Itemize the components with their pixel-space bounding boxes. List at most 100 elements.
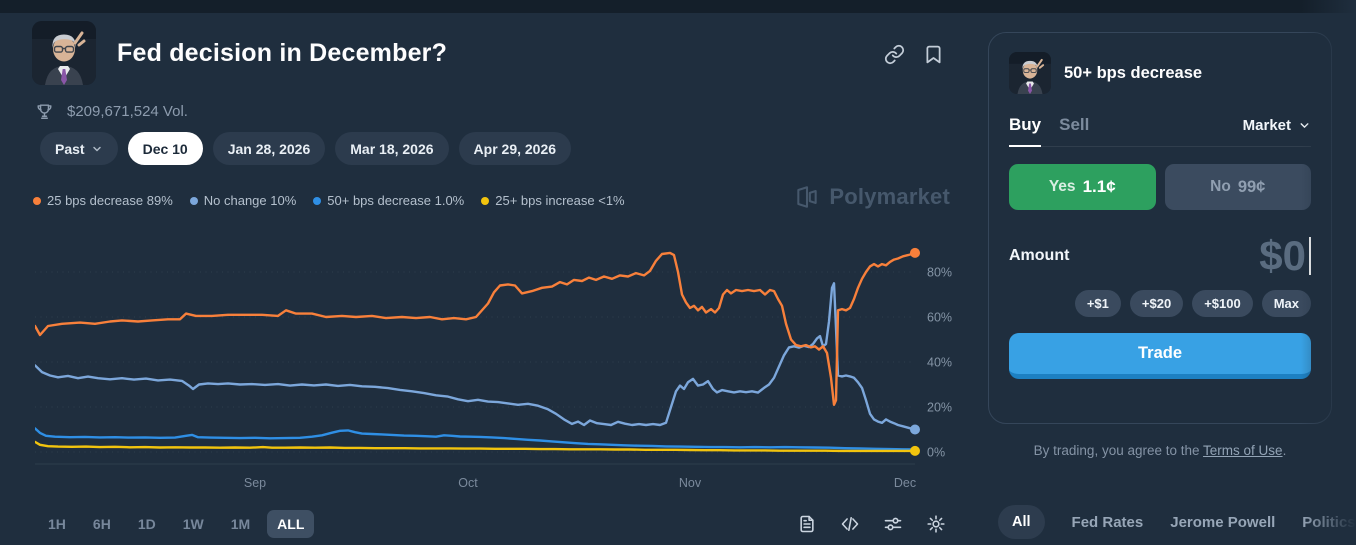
news-doc-icon[interactable] xyxy=(797,514,817,534)
timeframe-1m[interactable]: 1M xyxy=(230,516,251,532)
amount-label: Amount xyxy=(1009,247,1070,264)
y-axis-label: 80% xyxy=(927,266,952,280)
chevron-down-icon xyxy=(1300,122,1309,128)
yes-button-label: Yes xyxy=(1048,178,1076,195)
category-tab-all[interactable]: All xyxy=(998,505,1045,539)
x-axis-label: Dec xyxy=(894,476,916,490)
volume-text: $209,671,524 Vol. xyxy=(67,103,188,120)
quick-amount-20[interactable]: +$20 xyxy=(1129,290,1184,317)
date-tab-jan-28-2026[interactable]: Jan 28, 2026 xyxy=(212,132,326,165)
trade-section: 50+ bps decrease Buy Sell Market Yes 1.1… xyxy=(988,0,1356,545)
category-tab-politics[interactable]: Politics xyxy=(1302,513,1356,531)
sliders-icon[interactable] xyxy=(883,514,903,534)
legend-dot xyxy=(481,196,490,205)
series-end-dot-no-change xyxy=(910,424,920,435)
legend-item: No change 10% xyxy=(189,193,297,208)
trade-card-header: 50+ bps decrease xyxy=(1009,52,1311,94)
y-axis-label: 20% xyxy=(927,401,952,415)
polymarket-watermark: Polymarket xyxy=(794,184,950,210)
terms-note: By trading, you agree to the Terms of Us… xyxy=(988,443,1332,458)
amount-input[interactable]: $0 xyxy=(1259,232,1311,280)
x-axis-label: Nov xyxy=(679,476,702,490)
terms-prefix: By trading, you agree to the xyxy=(1033,443,1204,458)
series-line-25-bps-increase xyxy=(33,440,917,453)
series-line-no-change xyxy=(33,282,917,431)
series-end-dot-25-bps-increase xyxy=(910,445,920,456)
terms-of-use-link[interactable]: Terms of Use xyxy=(1203,443,1283,458)
date-tab-label: Jan 28, 2026 xyxy=(227,140,311,157)
tab-sell[interactable]: Sell xyxy=(1059,115,1090,134)
gear-icon[interactable] xyxy=(926,514,946,534)
embed-code-icon[interactable] xyxy=(840,514,860,534)
category-tabs: All Fed Rates Jerome Powell Politics xyxy=(998,505,1356,539)
timeframe-all[interactable]: ALL xyxy=(267,510,315,538)
date-tabs: Past Dec 10 Jan 28, 2026 Mar 18, 2026 Apr 29… xyxy=(40,132,572,165)
link-icon[interactable] xyxy=(884,44,905,65)
outcome-title: 50+ bps decrease xyxy=(1064,63,1203,82)
jerome-powell-photo xyxy=(32,21,96,85)
bookmark-icon[interactable] xyxy=(923,44,944,65)
window-top-strip xyxy=(0,0,1356,13)
no-button-price: 99¢ xyxy=(1237,177,1266,196)
chart-area[interactable]: 0% 20% 40% 60% 80% Sep Oct Nov Dec xyxy=(33,227,957,500)
quick-amounts: +$1 +$20 +$100 Max xyxy=(1009,290,1311,317)
yes-button[interactable]: Yes 1.1¢ xyxy=(1009,164,1156,210)
trade-card: 50+ bps decrease Buy Sell Market Yes 1.1… xyxy=(988,32,1332,424)
volume-row: $209,671,524 Vol. xyxy=(35,102,188,121)
legend-label: 25 bps decrease 89% xyxy=(47,193,173,208)
y-axis-label: 0% xyxy=(927,446,945,460)
x-axis-label: Oct xyxy=(458,476,478,490)
series-line-25-bps-decrease xyxy=(33,251,917,406)
legend-label: No change 10% xyxy=(203,193,297,208)
timeframe-selector: 1H 6H 1D 1W 1M ALL xyxy=(38,510,315,538)
category-tab-fed-rates[interactable]: Fed Rates xyxy=(1071,513,1144,531)
x-axis-label: Sep xyxy=(244,476,266,490)
no-button-label: No xyxy=(1210,178,1231,195)
date-tab-label: Apr 29, 2026 xyxy=(473,140,557,157)
market-section: Fed decision in December? $209,671,524 V… xyxy=(32,13,956,545)
legend-label: 25+ bps increase <1% xyxy=(495,193,625,208)
y-axis-label: 60% xyxy=(927,311,952,325)
date-tab-apr-29-2026[interactable]: Apr 29, 2026 xyxy=(458,132,572,165)
legend-dot xyxy=(33,196,41,205)
timeframe-1h[interactable]: 1H xyxy=(48,516,66,532)
date-tab-label: Past xyxy=(55,140,85,157)
probability-chart[interactable]: 0% 20% 40% 60% 80% Sep Oct Nov Dec xyxy=(33,227,957,495)
quick-amount-max[interactable]: Max xyxy=(1261,290,1311,317)
legend-item: 25+ bps increase <1% xyxy=(481,193,625,208)
market-header-actions xyxy=(884,44,944,65)
date-tab-past[interactable]: Past xyxy=(40,132,118,165)
yes-button-price: 1.1¢ xyxy=(1082,177,1116,196)
outcome-buttons: Yes 1.1¢ No 99¢ xyxy=(1009,164,1311,210)
market-header: Fed decision in December? xyxy=(32,21,447,85)
legend-item: 25 bps decrease 89% xyxy=(33,193,173,208)
order-type-select[interactable]: Market xyxy=(1243,117,1311,134)
timeframe-6h[interactable]: 6H xyxy=(92,516,111,532)
date-tab-label: Mar 18, 2026 xyxy=(350,140,434,157)
chart-legend: 25 bps decrease 89% No change 10% 50+ bps … xyxy=(33,193,625,208)
polymarket-watermark-text: Polymarket xyxy=(829,184,950,209)
timeframe-1d[interactable]: 1D xyxy=(137,516,156,532)
trophy-icon xyxy=(37,104,52,119)
date-tab-label: Dec 10 xyxy=(142,140,188,157)
category-tab-jerome-powell[interactable]: Jerome Powell xyxy=(1170,513,1276,531)
amount-value-text: $0 xyxy=(1259,232,1306,279)
order-type-value: Market xyxy=(1242,116,1291,134)
date-tab-mar-18-2026[interactable]: Mar 18, 2026 xyxy=(335,132,449,165)
tab-buy[interactable]: Buy xyxy=(1009,115,1042,147)
quick-amount-100[interactable]: +$100 xyxy=(1192,290,1253,317)
timeframe-1w[interactable]: 1W xyxy=(182,516,204,532)
outcome-avatar xyxy=(1009,52,1051,94)
order-tabs: Buy Sell Market xyxy=(1009,115,1311,147)
chevron-down-icon xyxy=(92,146,101,151)
trade-button[interactable]: Trade xyxy=(1009,333,1311,379)
jerome-powell-photo-small xyxy=(1009,52,1051,94)
chart-actions xyxy=(797,514,946,534)
text-cursor xyxy=(1309,237,1311,275)
date-tab-dec-10[interactable]: Dec 10 xyxy=(127,132,203,165)
terms-suffix: . xyxy=(1282,443,1287,458)
quick-amount-1[interactable]: +$1 xyxy=(1074,290,1121,317)
polymarket-logo-icon xyxy=(797,186,818,208)
series-line-50-bps-decrease xyxy=(33,427,917,451)
no-button[interactable]: No 99¢ xyxy=(1164,164,1311,210)
